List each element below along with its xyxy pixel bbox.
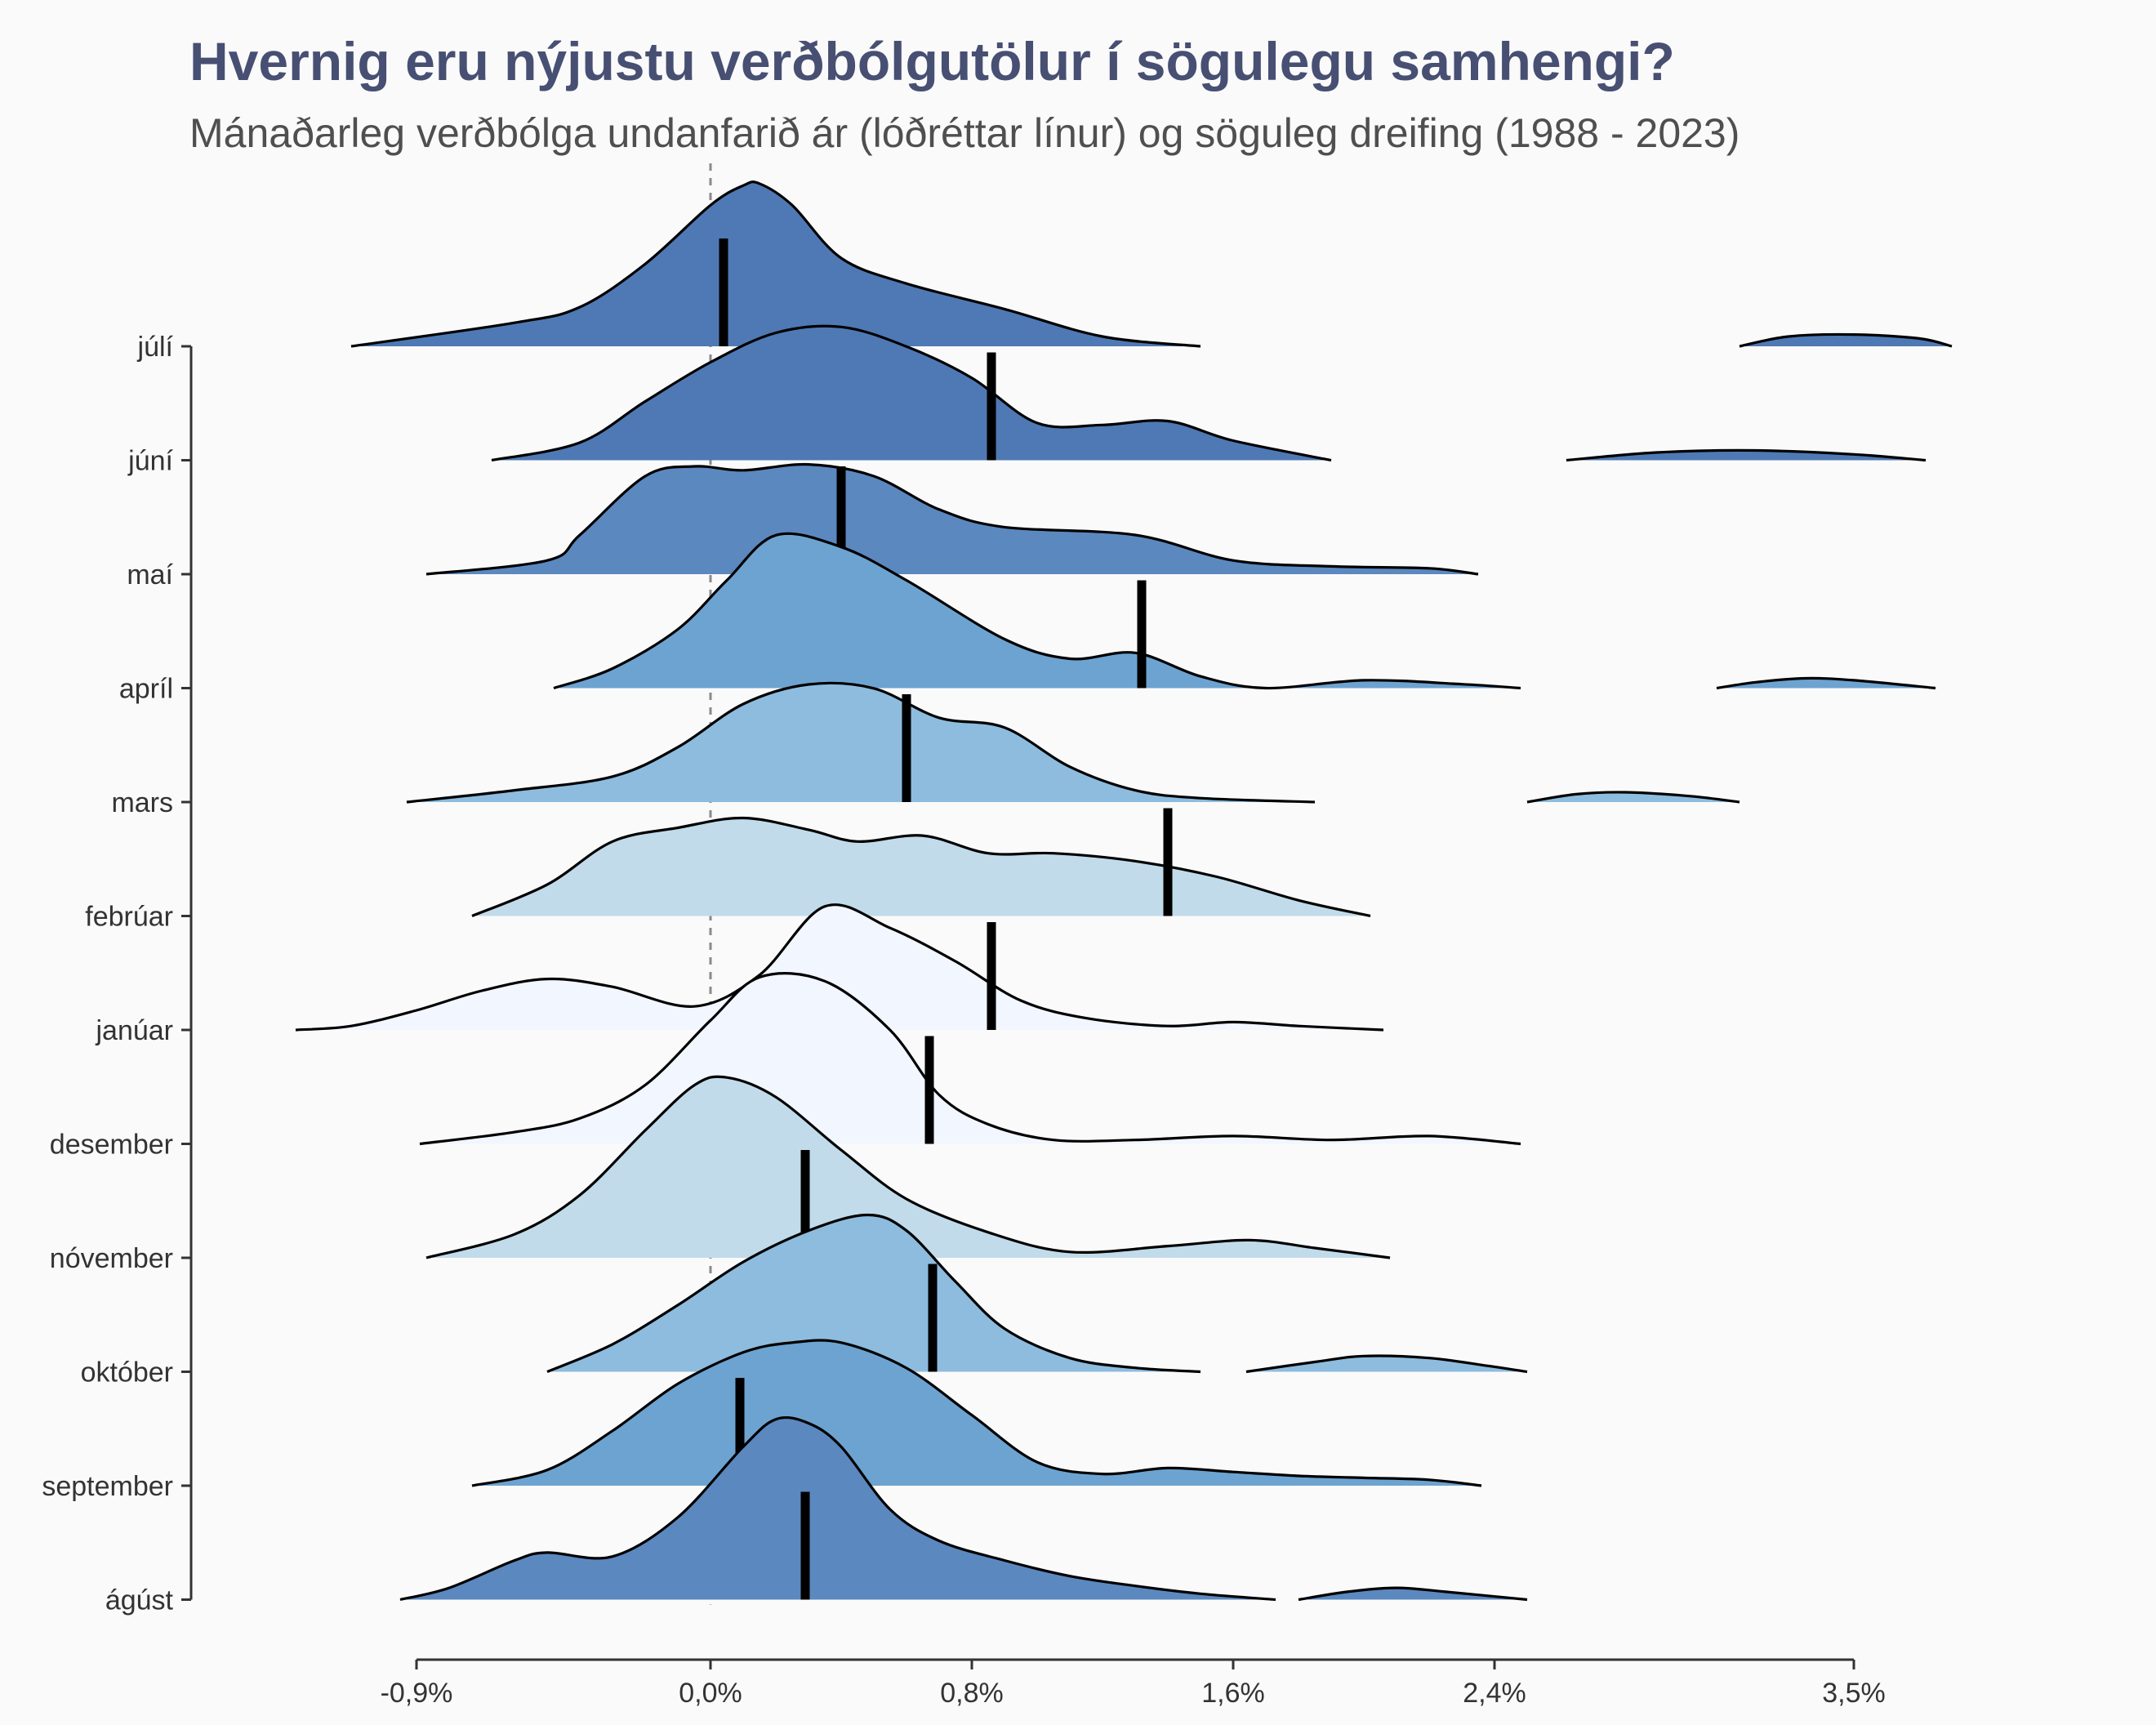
y-tick-label: apríl bbox=[119, 674, 173, 705]
density-area bbox=[472, 1339, 1481, 1486]
density-outline bbox=[1739, 332, 1953, 348]
y-tick-label: nóvember bbox=[50, 1243, 173, 1274]
density-outline bbox=[1566, 448, 1927, 462]
ridge-júlí bbox=[350, 181, 1953, 348]
density-area bbox=[1298, 1588, 1527, 1600]
density-area bbox=[554, 533, 1521, 689]
ridges-layer bbox=[295, 181, 1953, 1602]
ridge-október bbox=[546, 1213, 1528, 1374]
density-outline bbox=[546, 1213, 1201, 1374]
ridge-mars bbox=[406, 681, 1740, 804]
density-area bbox=[296, 904, 1383, 1030]
density-outline bbox=[471, 816, 1371, 918]
ridge-janúar bbox=[295, 903, 1384, 1032]
density-outline bbox=[1526, 791, 1740, 804]
chart-title: Hvernig eru nýjustu verðbólgutölur í sög… bbox=[189, 31, 1675, 91]
density-outline bbox=[471, 1339, 1482, 1487]
y-tick-label: september bbox=[42, 1471, 173, 1502]
density-outline bbox=[1298, 1586, 1528, 1602]
x-tick-label: 0,0% bbox=[679, 1678, 742, 1709]
y-tick-label: janúar bbox=[95, 1015, 173, 1046]
density-outline bbox=[425, 1075, 1391, 1259]
y-tick-label: maí bbox=[127, 559, 173, 591]
density-outline bbox=[425, 462, 1479, 576]
x-axis: -0,9% 0,0% 0,8% 1,6% 2,4% 3,5% bbox=[381, 1658, 1886, 1709]
y-tick-label: desember bbox=[50, 1130, 173, 1161]
ridge-ágúst bbox=[399, 1416, 1528, 1602]
density-area bbox=[1246, 1356, 1527, 1372]
density-area bbox=[407, 683, 1315, 802]
x-tick-label: 2,4% bbox=[1463, 1678, 1526, 1709]
density-area bbox=[426, 1076, 1390, 1258]
density-area bbox=[400, 1417, 1276, 1600]
density-outline bbox=[553, 532, 1521, 690]
x-tick-label: 0,8% bbox=[940, 1678, 1004, 1709]
y-tick-label: febrúar bbox=[85, 902, 173, 933]
ridge-apríl bbox=[553, 532, 1936, 690]
density-outline bbox=[295, 903, 1384, 1032]
ridge-maí bbox=[425, 462, 1479, 576]
density-outline bbox=[350, 181, 1201, 348]
density-area bbox=[426, 464, 1478, 574]
density-area bbox=[547, 1215, 1200, 1372]
y-tick-label: ágúst bbox=[105, 1585, 174, 1616]
ridge-júní bbox=[491, 324, 1927, 462]
density-area bbox=[472, 818, 1370, 916]
y-tick-label: mars bbox=[111, 787, 173, 818]
y-axis: júlí júní maí apríl mars febrúar janúar desembe… bbox=[42, 332, 193, 1616]
ridge-febrúar bbox=[471, 808, 1371, 918]
density-outline bbox=[491, 324, 1332, 462]
x-tick-label: 3,5% bbox=[1822, 1678, 1886, 1709]
chart-subtitle: Mánaðarleg verðbólga undanfarið ár (lóðr… bbox=[189, 110, 1740, 156]
x-tick-label: 1,6% bbox=[1201, 1678, 1265, 1709]
density-area bbox=[492, 326, 1331, 461]
density-outline bbox=[1245, 1354, 1528, 1374]
density-outline bbox=[399, 1416, 1276, 1602]
density-outline bbox=[1716, 676, 1936, 690]
y-tick-label: júlí bbox=[137, 332, 174, 363]
density-outline bbox=[419, 972, 1521, 1146]
density-outline bbox=[406, 681, 1316, 804]
y-tick-label: júní bbox=[127, 446, 173, 477]
density-area bbox=[351, 181, 1200, 346]
y-tick-label: október bbox=[81, 1357, 173, 1388]
x-tick-label: -0,9% bbox=[381, 1678, 453, 1709]
